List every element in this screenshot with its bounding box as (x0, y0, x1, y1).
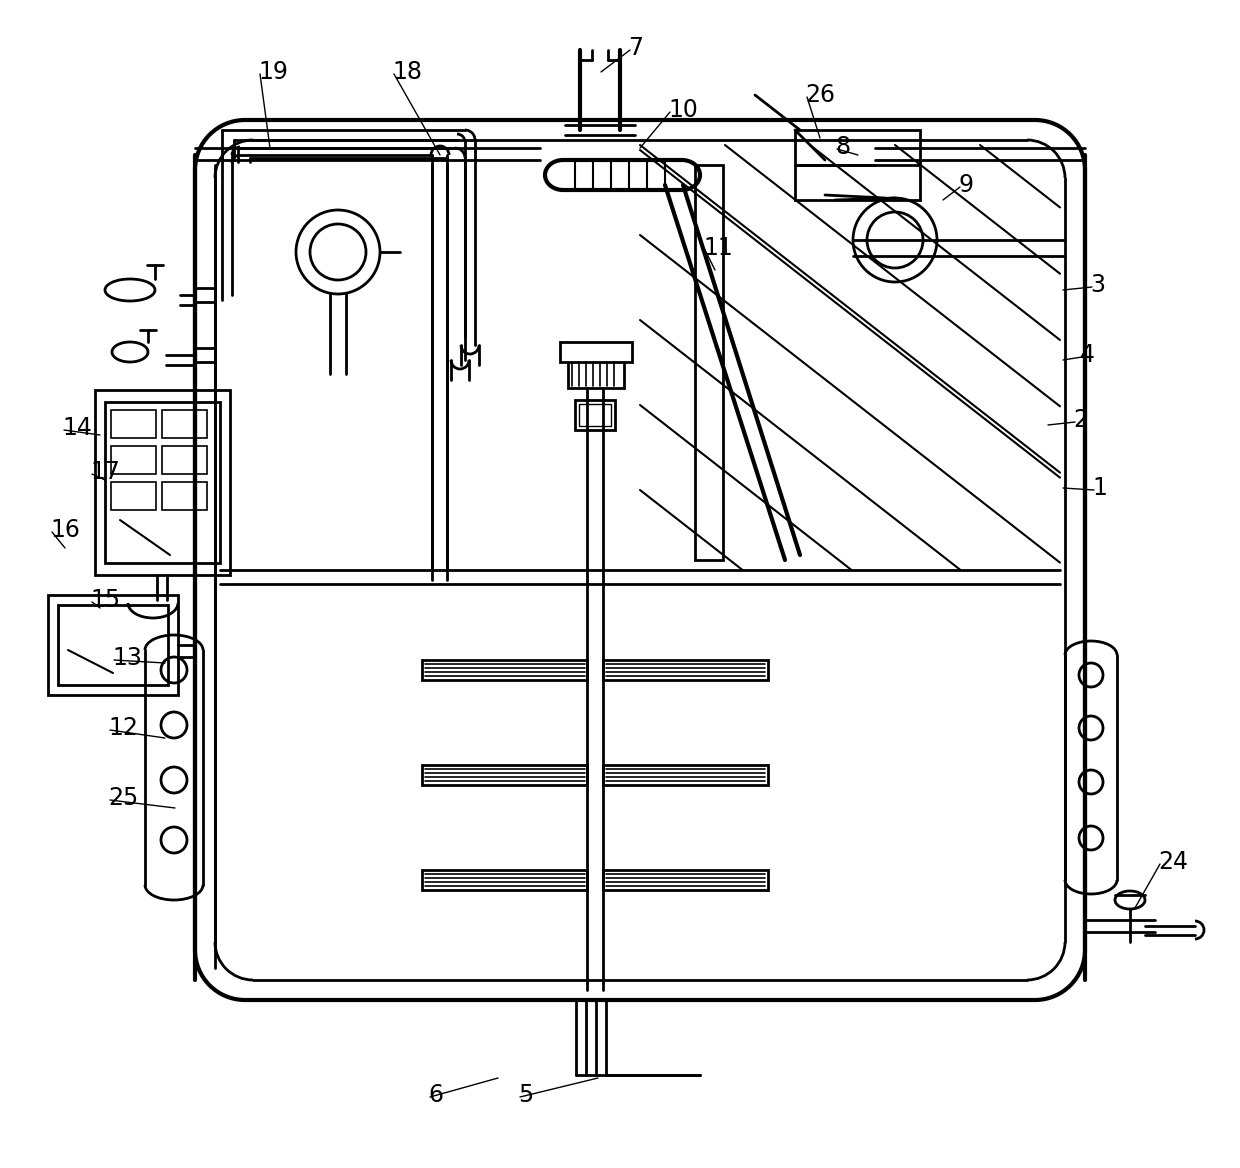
Text: 18: 18 (392, 60, 422, 84)
Bar (575, 399, 615, 430)
Bar (422, 870, 587, 890)
Bar (162, 410, 207, 438)
Text: 4: 4 (1080, 343, 1095, 367)
Text: 5: 5 (518, 1083, 533, 1107)
Text: 24: 24 (1158, 850, 1188, 874)
Text: 6: 6 (428, 1083, 443, 1107)
Text: 2: 2 (1073, 408, 1087, 432)
Bar (112, 446, 156, 474)
Bar (560, 342, 632, 362)
Bar (603, 765, 768, 785)
Text: 13: 13 (112, 646, 141, 670)
Bar (48, 595, 179, 695)
Bar (795, 130, 920, 200)
Text: 25: 25 (108, 786, 138, 809)
Bar (579, 404, 611, 426)
Text: 15: 15 (91, 588, 120, 612)
Bar (568, 360, 624, 388)
Text: 19: 19 (258, 60, 288, 84)
Text: 7: 7 (627, 36, 644, 60)
Bar (95, 390, 229, 575)
Bar (112, 410, 156, 438)
Text: 16: 16 (50, 517, 79, 542)
Bar (112, 482, 156, 510)
Bar (162, 446, 207, 474)
Text: 11: 11 (703, 236, 733, 260)
Bar (422, 660, 587, 680)
Text: 26: 26 (805, 83, 835, 107)
Text: 14: 14 (62, 416, 92, 440)
Text: 17: 17 (91, 460, 120, 484)
Bar (694, 165, 723, 559)
Bar (105, 402, 219, 563)
Bar (58, 605, 167, 684)
Text: 3: 3 (1090, 273, 1105, 297)
Bar (422, 765, 587, 785)
Bar (603, 870, 768, 890)
Text: 12: 12 (108, 716, 138, 741)
Bar (603, 660, 768, 680)
Text: 10: 10 (668, 98, 698, 121)
Bar (162, 482, 207, 510)
Text: 8: 8 (835, 135, 851, 159)
Text: 1: 1 (1092, 477, 1107, 500)
Text: 9: 9 (959, 173, 973, 197)
